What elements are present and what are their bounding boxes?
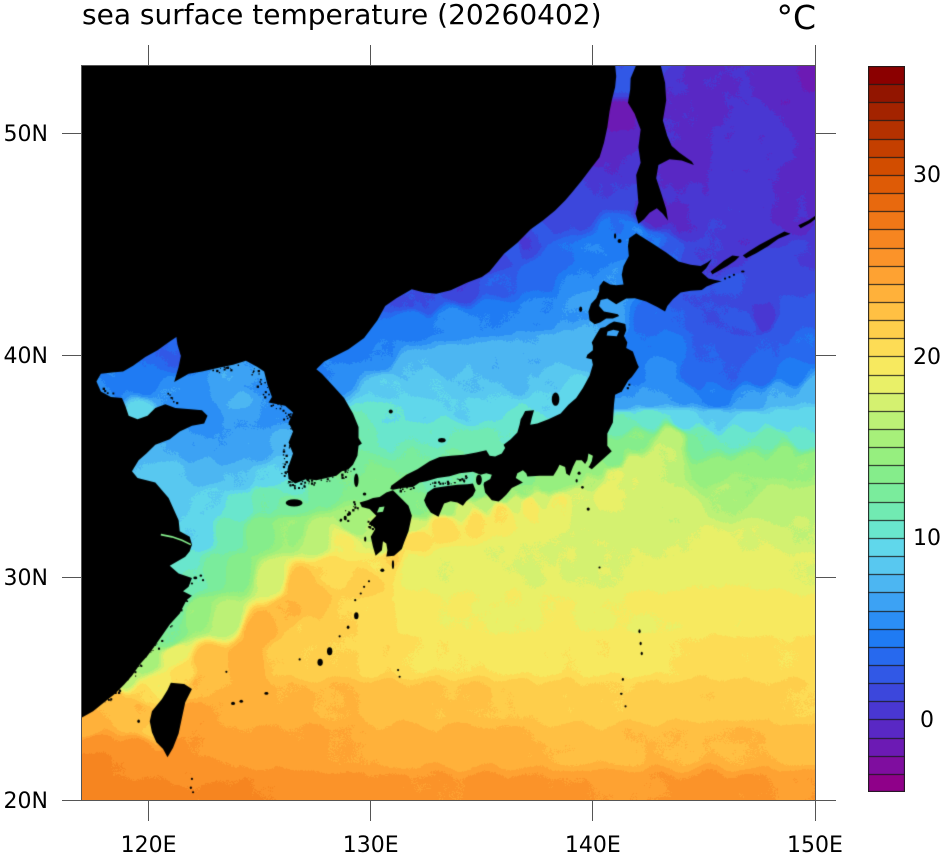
lat-label-20N: 20N <box>3 788 48 814</box>
lat-tick-left-40N <box>62 355 82 357</box>
lat-tick-right-30N <box>816 577 836 579</box>
lat-tick-left-30N <box>62 577 82 579</box>
lon-tick-bottom-120E <box>148 801 150 821</box>
lat-tick-right-50N <box>816 133 836 135</box>
lat-label-30N: 30N <box>3 566 48 592</box>
lon-label-120E: 120E <box>120 833 177 858</box>
lat-label-50N: 50N <box>3 122 48 148</box>
lon-label-140E: 140E <box>564 833 621 858</box>
lon-tick-top-140E <box>592 45 594 65</box>
map-frame <box>81 65 816 801</box>
lat-tick-right-20N <box>816 799 836 801</box>
lat-tick-left-20N <box>62 799 82 801</box>
chart-title: sea surface temperature (20260402) <box>82 0 602 31</box>
colorbar-canvas <box>868 66 905 792</box>
lon-tick-bottom-140E <box>592 801 594 821</box>
colorbar-label-20: 20 <box>913 344 941 370</box>
colorbar-label-0: 0 <box>920 707 934 733</box>
colorbar-label-10: 10 <box>913 526 941 552</box>
lon-tick-top-130E <box>370 45 372 65</box>
sst-map-canvas <box>82 66 815 800</box>
lat-tick-left-50N <box>62 133 82 135</box>
colorbar-label-30: 30 <box>913 163 941 189</box>
lon-tick-top-150E <box>814 45 816 65</box>
lon-label-130E: 130E <box>342 833 399 858</box>
lat-label-40N: 40N <box>3 344 48 370</box>
units-label: °C <box>776 0 816 37</box>
lon-tick-top-120E <box>148 45 150 65</box>
lon-label-150E: 150E <box>787 833 843 858</box>
lat-tick-right-40N <box>816 355 836 357</box>
lon-tick-bottom-130E <box>370 801 372 821</box>
lon-tick-bottom-150E <box>814 801 816 821</box>
